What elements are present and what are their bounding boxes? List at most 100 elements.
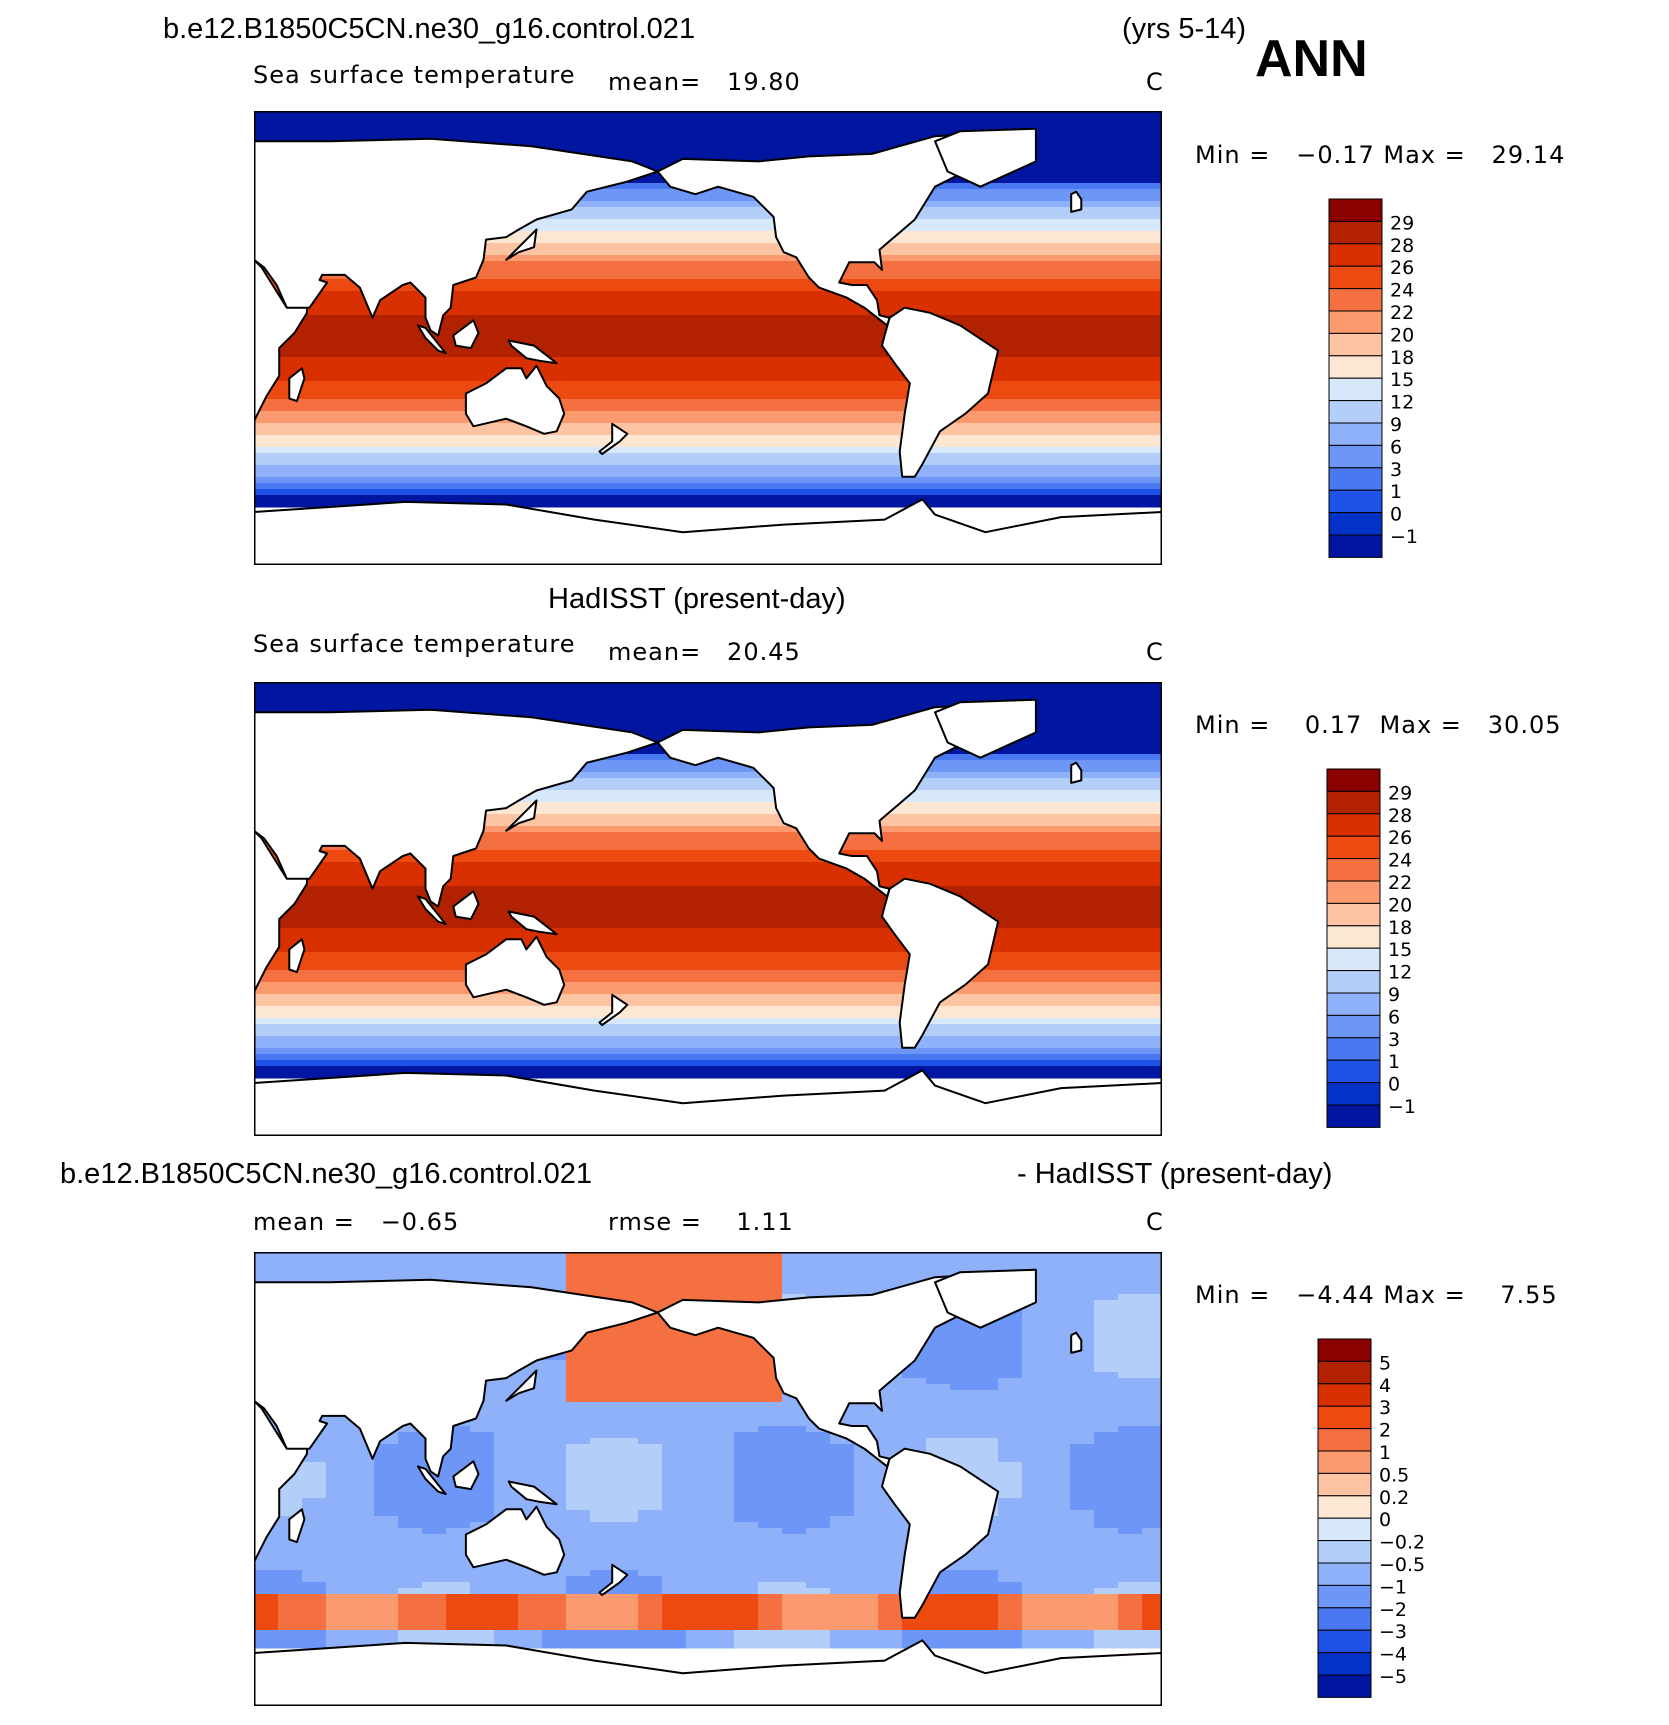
colorbar-swatch — [1328, 220, 1383, 245]
coastline — [881, 306, 1000, 478]
colorbar-swatch — [1328, 422, 1383, 446]
colorbar-swatch — [1317, 1674, 1372, 1698]
coastline — [934, 127, 1037, 188]
panel2-mean: mean= 20.45 — [608, 638, 801, 666]
colorbar-tick-label: −1 — [1388, 1096, 1416, 1118]
colorbar-tick-label: 24 — [1388, 850, 1412, 872]
coastline — [254, 498, 1162, 565]
colorbar-tick-label: 3 — [1388, 1029, 1400, 1051]
colorbar-swatch — [1326, 947, 1381, 972]
colorbar-tick-label: 28 — [1390, 235, 1414, 257]
colorbar-swatch — [1317, 1405, 1372, 1430]
coastline — [881, 877, 1000, 1049]
colorbar-swatch — [1317, 1383, 1372, 1407]
colorbar-swatch — [1326, 768, 1381, 792]
colorbar-swatch — [1328, 310, 1383, 334]
coastline — [254, 1639, 1162, 1706]
colorbar-swatch — [1328, 377, 1383, 402]
map-frame — [254, 1252, 1162, 1706]
colorbar-tick-label: −0.2 — [1379, 1532, 1425, 1554]
colorbar-tick-label: 1 — [1390, 481, 1402, 503]
coastline — [505, 799, 538, 832]
colorbar-tick-label: 15 — [1390, 369, 1414, 391]
colorbar-tick-label: 1 — [1388, 1051, 1400, 1073]
colorbar-swatch — [1326, 970, 1381, 994]
coastline — [505, 1369, 538, 1402]
coastline — [288, 938, 306, 974]
colorbar-swatch — [1328, 265, 1383, 290]
colorbar-tick-label: −1 — [1379, 1576, 1407, 1598]
colorbar-tick-label: 20 — [1390, 324, 1414, 346]
colorbar-tick-label: 15 — [1388, 939, 1412, 961]
colorbar-tick-label: 6 — [1388, 1006, 1400, 1028]
colorbar-tick-label: −4 — [1379, 1644, 1407, 1666]
colorbar-swatch — [1326, 902, 1381, 927]
colorbar-tick-label: 0.5 — [1379, 1464, 1409, 1486]
coastline — [288, 367, 306, 403]
continent-outlines — [254, 698, 1162, 1136]
colorbar-swatch — [1317, 1540, 1372, 1564]
colorbar-tick-label: 26 — [1388, 827, 1412, 849]
colorbar-swatch — [1328, 444, 1383, 469]
coastline — [452, 1460, 480, 1491]
colorbar-tick-label: 9 — [1390, 414, 1402, 436]
colorbar-swatch — [1317, 1629, 1372, 1654]
colorbar-tick-label: 0 — [1388, 1074, 1400, 1096]
coastline — [934, 1268, 1037, 1329]
colorbar-tick-label: 22 — [1390, 302, 1414, 324]
colorbar-swatch — [1328, 489, 1383, 514]
coastline — [416, 895, 447, 926]
colorbar-tick-label: 0 — [1379, 1509, 1391, 1531]
panel3-minmax: Min = −4.44 Max = 7.55 — [1195, 1281, 1558, 1309]
colorbar-tick-label: 5 — [1379, 1352, 1391, 1374]
coastline — [598, 422, 629, 455]
colorbar-swatch — [1326, 790, 1381, 815]
panel3-units: C — [1146, 1208, 1164, 1236]
panel3-title-right: - HadISST (present-day) — [1017, 1158, 1333, 1190]
colorbar-swatch — [1328, 534, 1383, 558]
coastline — [881, 1447, 1000, 1619]
colorbar-swatch — [1317, 1517, 1372, 1542]
coastline — [254, 708, 659, 994]
coastline — [507, 339, 558, 365]
coastline — [1070, 761, 1083, 784]
map-frame — [254, 111, 1162, 565]
ocean-field — [254, 682, 1162, 1079]
colorbar-swatch — [1317, 1495, 1372, 1519]
colorbar-tick-label: 28 — [1388, 805, 1412, 827]
colorbar-swatch — [1317, 1338, 1372, 1362]
colorbar-swatch — [1317, 1584, 1372, 1609]
colorbar-swatch — [1328, 198, 1383, 222]
colorbar-swatch — [1326, 1082, 1381, 1106]
coastline — [452, 890, 480, 921]
coastline — [254, 137, 659, 423]
colorbar-swatch — [1326, 1104, 1381, 1128]
panel3-rmse: rmse = 1.11 — [608, 1208, 794, 1236]
case-title: b.e12.B1850C5CN.ne30_g16.control.021 — [163, 13, 696, 45]
panel2-minmax: Min = 0.17 Max = 30.05 — [1195, 711, 1562, 739]
continent-outlines — [254, 1268, 1162, 1706]
colorbar-swatch — [1317, 1450, 1372, 1474]
colorbar-swatch — [1326, 992, 1381, 1016]
colorbar-tick-label: 0 — [1390, 504, 1402, 526]
colorbar-swatch — [1328, 512, 1383, 536]
colorbar-tick-label: 12 — [1390, 392, 1414, 414]
coastline — [598, 993, 629, 1026]
coastline — [507, 910, 558, 936]
colorbar-swatch — [1328, 288, 1383, 312]
colorbar-tick-label: 12 — [1388, 962, 1412, 984]
coastline — [452, 319, 480, 350]
panel3-diff-map — [254, 1252, 1162, 1706]
colorbar-swatch — [1317, 1562, 1372, 1586]
panel2-sst-map — [254, 682, 1162, 1136]
panel1-units: C — [1146, 68, 1164, 96]
panel3-title-left: b.e12.B1850C5CN.ne30_g16.control.021 — [60, 1158, 593, 1190]
colorbar-tick-label: 29 — [1390, 212, 1414, 234]
coastline — [505, 228, 538, 261]
colorbar-tick-label: 29 — [1388, 782, 1412, 804]
colorbar-tick-label: −1 — [1390, 526, 1418, 548]
colorbar-tick-label: 20 — [1388, 894, 1412, 916]
